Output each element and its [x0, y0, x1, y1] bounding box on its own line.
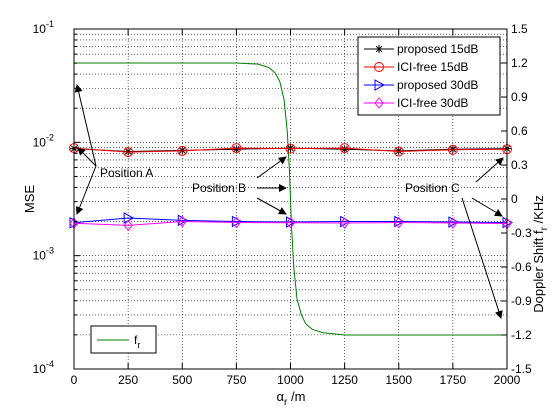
marker-circle: [123, 147, 134, 158]
marker-diamond: [123, 219, 133, 232]
legend-doppler: fr: [90, 325, 157, 354]
marker-circle: [285, 143, 296, 154]
doppler-curve: [74, 62, 507, 336]
x-axis-label: αr /m: [277, 389, 306, 408]
marker-star: [375, 45, 383, 53]
marker-star: [394, 146, 403, 155]
marker-star: [448, 145, 457, 154]
marker-triangle: [394, 215, 405, 228]
right-tick-label: 1.2: [511, 56, 528, 70]
marker-star: [232, 145, 241, 154]
marker-triangle: [448, 216, 459, 228]
marker-circle: [231, 143, 242, 154]
series-line: [73, 221, 508, 226]
x-tick-label: 0: [71, 373, 78, 387]
marker-diamond: [448, 217, 458, 229]
left-axis: 10-1 10-2 10-3 10-4: [33, 19, 80, 376]
marker-triangle: [374, 79, 386, 91]
x-tick-label: 1250: [331, 373, 358, 387]
marker-triangle: [231, 215, 243, 228]
right-tick-label: 0.9: [511, 90, 528, 104]
legend: proposed 15dB ICI-free 15dB proposed 30dB I…: [357, 36, 501, 116]
legend-label: proposed 15dB: [397, 42, 478, 56]
arrow-c-down: [461, 197, 503, 319]
right-tick-label: 1.5: [511, 22, 528, 36]
marker-diamond: [374, 97, 384, 109]
annotation-position-a: Position A: [100, 166, 153, 180]
marker-diamond: [339, 217, 350, 229]
right-tick-label: -1.2: [511, 328, 532, 342]
marker-diamond: [394, 216, 404, 229]
right-tick-label: -0.9: [511, 294, 532, 308]
right-axis-label: Doppler Shift fr /KHz: [531, 195, 550, 313]
left-tick-label: 10-3: [33, 246, 54, 263]
left-tick-label: 10-1: [33, 19, 54, 36]
legend-item: ICI-free 15dB: [364, 60, 468, 74]
marker-diamond: [231, 216, 242, 229]
x-tick-label: 1750: [440, 373, 467, 387]
marker-circle: [177, 145, 188, 156]
marker-star: [340, 145, 349, 154]
marker-circle: [447, 144, 458, 155]
marker-star-stroke: [449, 146, 457, 153]
series-line: [73, 217, 508, 224]
arrow-c-up: [475, 157, 504, 183]
marker-star-stroke: [395, 147, 402, 155]
arrow-b-up: [256, 156, 287, 179]
arrow-a-down: [75, 165, 97, 215]
marker-star-stroke: [179, 147, 186, 154]
series-proposed-15db: [70, 144, 511, 156]
series-ici-free-15db: [69, 143, 512, 158]
marker-star-stroke: [375, 45, 383, 53]
x-tick-label: 1000: [277, 373, 304, 387]
annotations: Position A Position B Position C: [74, 84, 504, 319]
series-proposed-30db: [69, 212, 514, 229]
series-line: [73, 147, 508, 153]
series-ici-free-30db: [69, 215, 512, 232]
arrow-b-down: [256, 197, 287, 215]
right-tick-label: 0.3: [511, 158, 528, 172]
x-tick-label: 500: [172, 373, 192, 387]
annotation-position-c: Position C: [405, 181, 460, 195]
marker-circle: [393, 146, 404, 157]
x-tick-label: 2000: [494, 373, 521, 387]
right-tick-label: 0.6: [511, 124, 528, 138]
marker-diamond: [177, 215, 187, 228]
legend-label: proposed 30dB: [397, 78, 478, 92]
y-axis-label: MSE: [22, 185, 37, 214]
marker-star-stroke: [341, 146, 348, 153]
legend-label: ICI-free 30dB: [397, 96, 468, 110]
doppler-line: [74, 62, 507, 336]
arrow-a-up: [74, 84, 97, 167]
marker-star-stroke: [233, 146, 240, 153]
x-tick-label: 250: [118, 373, 138, 387]
annotation-position-b: Position B: [192, 181, 246, 195]
marker-star-stroke: [124, 148, 132, 155]
right-axis: 1.5 1.2 0.9 0.6 0.3 0 -0.3 -0.6 -0.9 -1.2 -1.5: [501, 22, 532, 376]
marker-circle: [374, 62, 384, 72]
arrow-a-mid: [77, 147, 97, 167]
right-tick-label: -0.6: [511, 260, 532, 274]
legend-item: ICI-free 30dB: [364, 96, 468, 110]
left-tick-label: 10-4: [33, 359, 54, 376]
marker-diamond: [285, 216, 296, 229]
series-layer: [69, 143, 514, 232]
legend-item: proposed 30dB: [364, 78, 478, 92]
right-tick-label: 0: [511, 192, 518, 206]
legend-label: ICI-free 15dB: [397, 60, 468, 74]
right-tick-label: -0.3: [511, 226, 532, 240]
x-axis: 0 250 500 750 1000 1250 1500 1750 2000: [71, 29, 521, 387]
x-tick-label: 750: [226, 373, 246, 387]
marker-circle: [339, 143, 350, 154]
x-tick-label: 1500: [385, 373, 412, 387]
marker-star: [124, 147, 133, 156]
legend-item: proposed 15dB: [364, 42, 478, 56]
marker-star: [286, 144, 295, 153]
marker-star-stroke: [287, 144, 294, 152]
right-tick-label: -1.5: [511, 362, 532, 376]
arrow-c-mid: [471, 197, 503, 217]
legend-doppler-label: fr: [134, 333, 140, 350]
left-tick-label: 10-2: [33, 132, 54, 149]
